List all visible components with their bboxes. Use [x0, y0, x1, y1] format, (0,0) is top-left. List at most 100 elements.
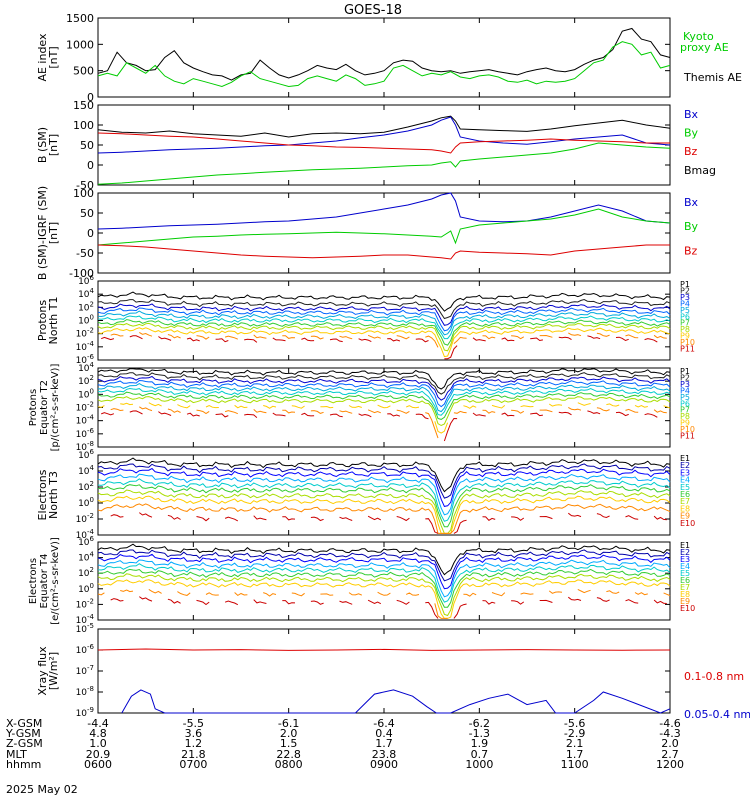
channel-line-P3	[97, 303, 671, 326]
channel-line-P11	[301, 412, 315, 417]
x-tick-value: -5.5	[183, 717, 204, 730]
channel-line-E10	[425, 518, 439, 534]
channel-line-E9	[320, 593, 334, 596]
channel-line-P10	[568, 406, 582, 411]
x-row-label: hhmm	[6, 758, 41, 771]
y-tick-label: 50	[80, 139, 94, 152]
channel-label-P4: P4	[680, 299, 690, 308]
channel-line-P10	[167, 334, 181, 339]
channel-line-P11	[387, 338, 401, 342]
legend-label: By	[684, 220, 699, 233]
x-tick-value: 3.6	[185, 727, 203, 740]
x-tick-value: -4.3	[659, 727, 680, 740]
y-tick-label: 10-2	[76, 401, 94, 414]
x-tick-value: 0600	[84, 758, 112, 771]
x-tick-value: 2.7	[661, 748, 679, 761]
channel-label-P2: P2	[680, 286, 690, 295]
channel-line-P9	[291, 405, 305, 409]
channel-line-P8	[97, 396, 671, 427]
channel-label-E3: E3	[680, 468, 690, 477]
channel-line-P9	[320, 405, 334, 409]
channel-line-P11	[158, 411, 172, 416]
channel-line-E10	[110, 514, 124, 518]
series-line-0	[97, 648, 671, 651]
legend-label: Bx	[684, 108, 699, 121]
legend-label: Themis AE	[683, 71, 742, 84]
y-tick-label: 10-8	[76, 440, 94, 453]
y-tick-label: 106	[78, 535, 94, 548]
channel-line-P11	[129, 410, 143, 415]
y-tick-label: 100	[78, 582, 94, 595]
channel-line-E10	[339, 516, 353, 521]
channel-line-E10	[367, 599, 382, 605]
y-tick-label: 0	[87, 227, 94, 240]
channel-line-E9	[577, 588, 591, 594]
channel-line-E10	[482, 600, 496, 605]
channel-line-P10	[539, 409, 553, 413]
x-tick-value: 1200	[656, 758, 684, 771]
channel-line-E10	[253, 599, 267, 604]
y-tick-label: 104	[78, 464, 94, 477]
channel-label-E10: E10	[680, 604, 695, 613]
y-axis-label: North T3	[47, 471, 60, 519]
channel-line-P11	[501, 412, 515, 417]
channel-line-E9	[377, 591, 391, 596]
y-tick-label: 10-2	[76, 512, 94, 525]
channel-line-E6	[97, 484, 671, 528]
channel-line-E7	[97, 489, 671, 534]
y-tick-label: -100	[69, 267, 94, 280]
panel-frame	[97, 104, 671, 186]
channel-line-E9	[491, 592, 506, 597]
channel-line-P9	[520, 405, 534, 408]
channel-line-P10	[482, 335, 496, 340]
x-tick-value: 0.4	[375, 727, 393, 740]
channel-line-P10	[511, 335, 525, 340]
x-tick-value: -2.9	[564, 727, 585, 740]
x-tick-value: -6.2	[469, 717, 490, 730]
channel-line-P1	[97, 368, 671, 390]
y-tick-label: 100	[73, 187, 94, 200]
channel-line-E1	[97, 543, 671, 576]
channel-label-E8: E8	[680, 590, 690, 599]
channel-line-P9	[463, 405, 477, 409]
channel-line-P11	[272, 412, 286, 417]
legend-label: Bx	[684, 196, 699, 209]
channel-line-E9	[177, 591, 191, 596]
channel-line-P10	[425, 412, 439, 439]
y-tick-label: 500	[73, 65, 94, 78]
channel-line-P9	[663, 405, 671, 409]
legend-label: 0.1-0.8 nm	[684, 670, 744, 683]
y-tick-label: 10-5	[76, 622, 94, 635]
panel-frame	[97, 17, 671, 98]
legend-label: proxy AE	[680, 41, 729, 54]
series-line-2	[97, 142, 671, 185]
y-tick-label: 100	[78, 387, 94, 400]
y-tick-label: 10-9	[76, 706, 94, 719]
y-tick-label: 102	[78, 566, 94, 579]
channel-line-E10	[596, 513, 610, 519]
channel-label-E6: E6	[680, 490, 690, 499]
channel-line-E10	[224, 516, 239, 522]
channel-line-P11	[215, 413, 229, 418]
channel-line-P10	[110, 333, 124, 337]
legend-label: Bz	[684, 244, 698, 257]
legend-label: By	[684, 127, 699, 140]
x-tick-value: 1.7	[375, 737, 393, 750]
channel-label-E8: E8	[680, 504, 690, 513]
panel-xray: 10-9 10-8 10-7 10-6 10-5 Xray flux[W/m²] 0.1-0…	[36, 622, 750, 721]
channel-line-E9	[663, 592, 671, 597]
channel-line-P2	[97, 372, 671, 395]
x-tick-value: 4.8	[89, 727, 107, 740]
panel-frame	[97, 192, 671, 274]
y-tick-label: 104	[78, 361, 94, 374]
channel-line-E9	[97, 503, 671, 534]
x-row-label: Y-GSM	[5, 727, 41, 740]
x-tick-value: 2.0	[280, 727, 298, 740]
channel-line-P9	[148, 402, 162, 407]
channel-line-E10	[167, 598, 181, 604]
channel-line-P10	[367, 409, 381, 414]
y-tick-label: 10-4	[76, 340, 95, 353]
